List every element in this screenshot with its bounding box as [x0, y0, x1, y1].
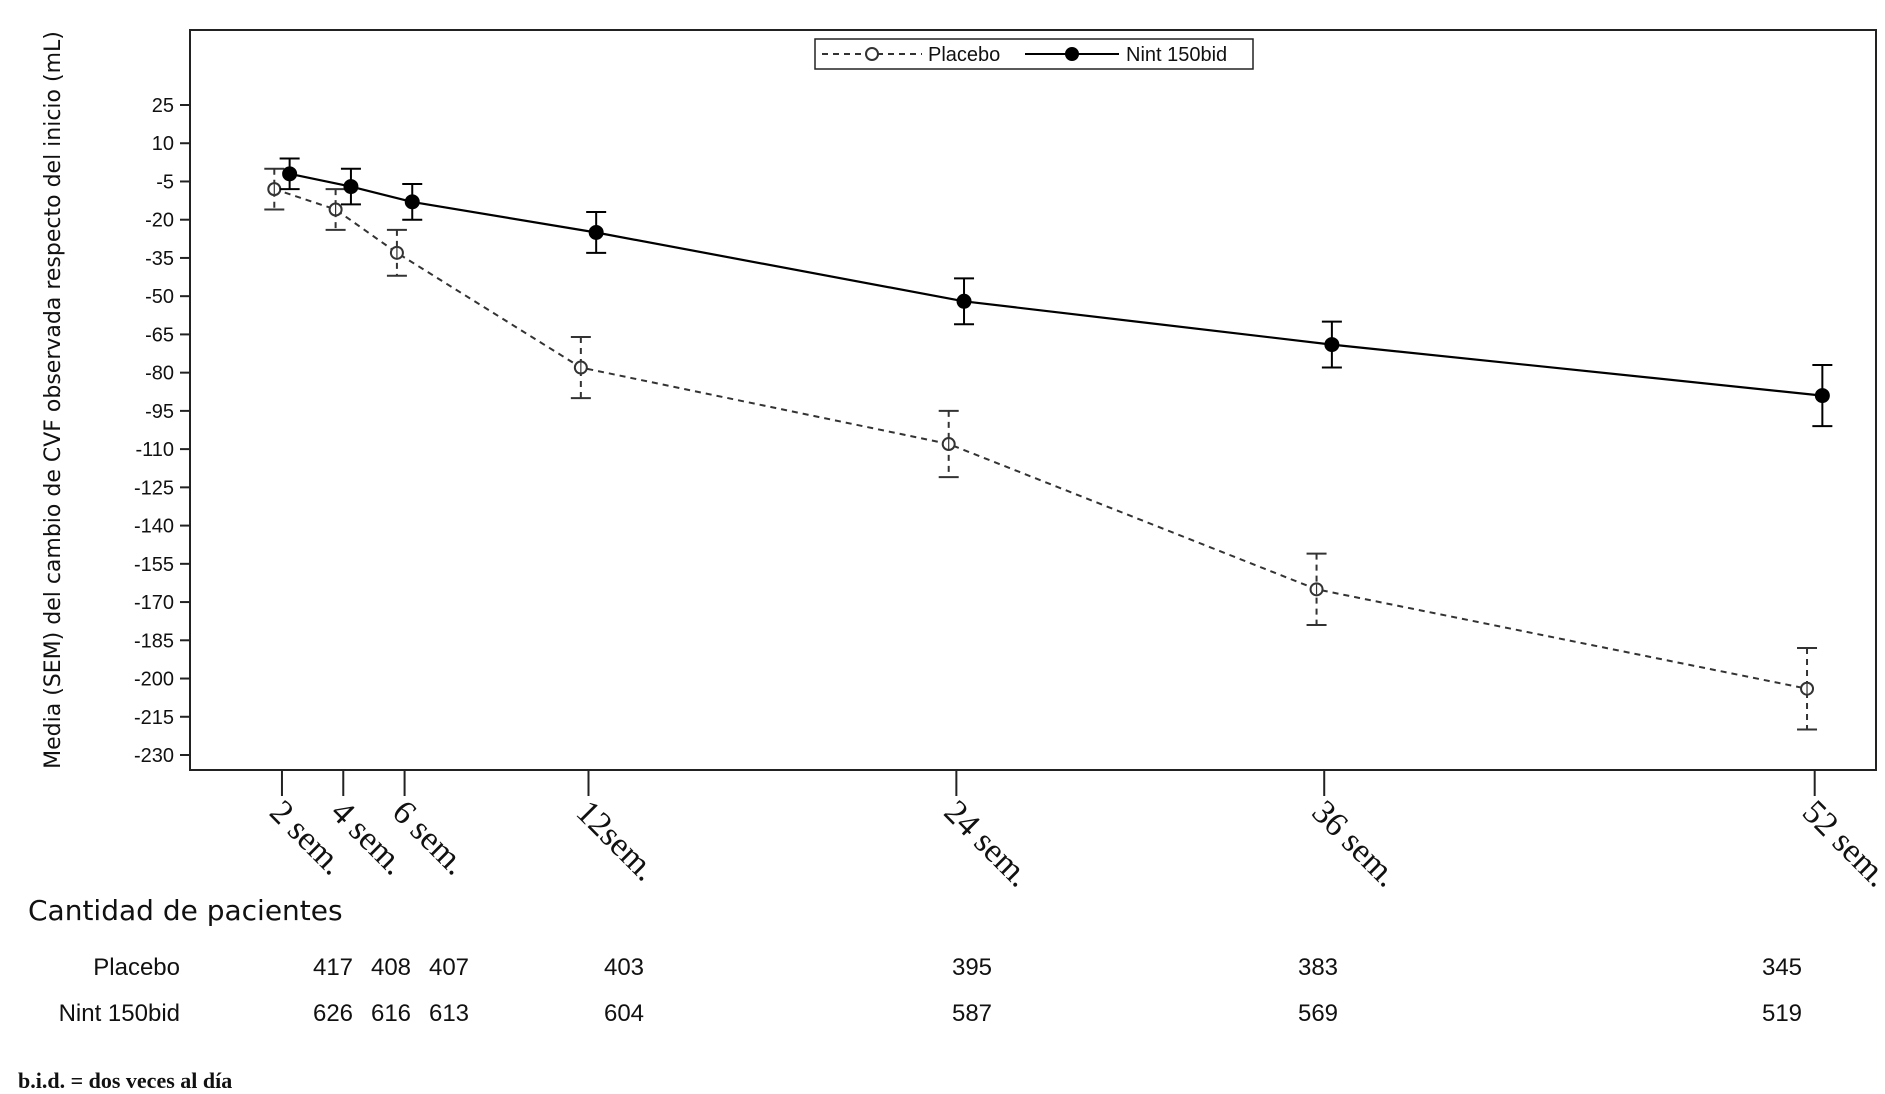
patient-count-cell: 395 — [951, 954, 993, 981]
data-point-nint — [343, 179, 359, 195]
y-tick-label: -155 — [134, 554, 174, 576]
data-point-nint — [1814, 388, 1830, 404]
y-tick-label: -110 — [135, 439, 174, 461]
y-tick-label: -65 — [145, 324, 174, 346]
patient-count-cell: 613 — [428, 1000, 470, 1027]
legend-nint-label: Nint 150bid — [1126, 44, 1227, 66]
y-tick-label: -5 — [156, 171, 174, 193]
y-tick-label: -35 — [145, 248, 174, 270]
patient-count-cell: 417 — [312, 954, 354, 981]
y-tick-label: 25 — [152, 95, 174, 117]
series-layer — [264, 157, 1833, 731]
y-tick-label: -215 — [134, 707, 174, 729]
legend-placebo-marker — [865, 47, 879, 61]
patient-count-title: Cantidad de pacientes — [28, 894, 343, 927]
y-tick-label: -50 — [145, 286, 174, 308]
x-axis: 2 sem.4 sem.6 sem. 12sem. 24 sem. 36 sem. 52… — [262, 770, 1885, 894]
x-tick-label: 36 sem. — [1305, 793, 1406, 894]
x-tick-label: 52 sem. — [1795, 793, 1885, 894]
data-point-nint — [588, 224, 604, 240]
legend: Placebo Nint 150bid — [814, 38, 1254, 70]
y-axis: 25 10 -5 -20 -35 -50 -65 -80 -95 -110 -125 -140 -155… — [134, 95, 190, 767]
legend-placebo-label: Placebo — [928, 44, 1000, 66]
patient-count-cell: 519 — [1761, 1000, 1803, 1027]
footnote: b.i.d. = dos veces al día — [18, 1068, 233, 1093]
data-point-nint — [956, 293, 972, 309]
y-tick-label: -80 — [145, 363, 174, 385]
x-tick-label: 12sem. — [569, 793, 664, 888]
patient-count-cell: 569 — [1297, 1000, 1339, 1027]
series-line-placebo — [273, 188, 1808, 690]
patient-row-label: Nint 150bid — [58, 1000, 180, 1027]
patient-count-cell: 587 — [951, 1000, 993, 1027]
patient-count-cell: 383 — [1297, 954, 1339, 981]
y-tick-label: -140 — [134, 516, 174, 538]
y-tick-label: -20 — [145, 210, 174, 232]
y-axis-label: Media (SEM) del cambio de CVF observada … — [41, 31, 66, 769]
patient-count-cell: 408 — [370, 954, 412, 981]
patient-count-cell: 616 — [370, 1000, 412, 1027]
data-point-nint — [404, 194, 420, 210]
plot-area-frame — [189, 29, 1877, 771]
x-tick-label: 24 sem. — [937, 793, 1038, 894]
patient-count-cell: 604 — [603, 1000, 645, 1027]
patient-row-label: Placebo — [93, 954, 180, 981]
patient-count-cell: 407 — [428, 954, 470, 981]
y-tick-label: 10 — [152, 133, 174, 155]
y-tick-label: -170 — [134, 592, 174, 614]
y-tick-label: -95 — [145, 401, 174, 423]
y-tick-label: -230 — [134, 745, 174, 767]
patient-count-cell: 345 — [1761, 954, 1803, 981]
data-point-nint — [1324, 337, 1340, 353]
y-tick-label: -185 — [134, 630, 174, 652]
y-tick-label: -200 — [134, 669, 174, 691]
patient-count-cell: 403 — [603, 954, 645, 981]
patient-count-cell: 626 — [312, 1000, 354, 1027]
y-tick-label: -125 — [134, 477, 174, 499]
legend-nint-marker — [1065, 47, 1079, 61]
data-point-nint — [282, 166, 298, 182]
series-line-nint — [289, 172, 1823, 397]
